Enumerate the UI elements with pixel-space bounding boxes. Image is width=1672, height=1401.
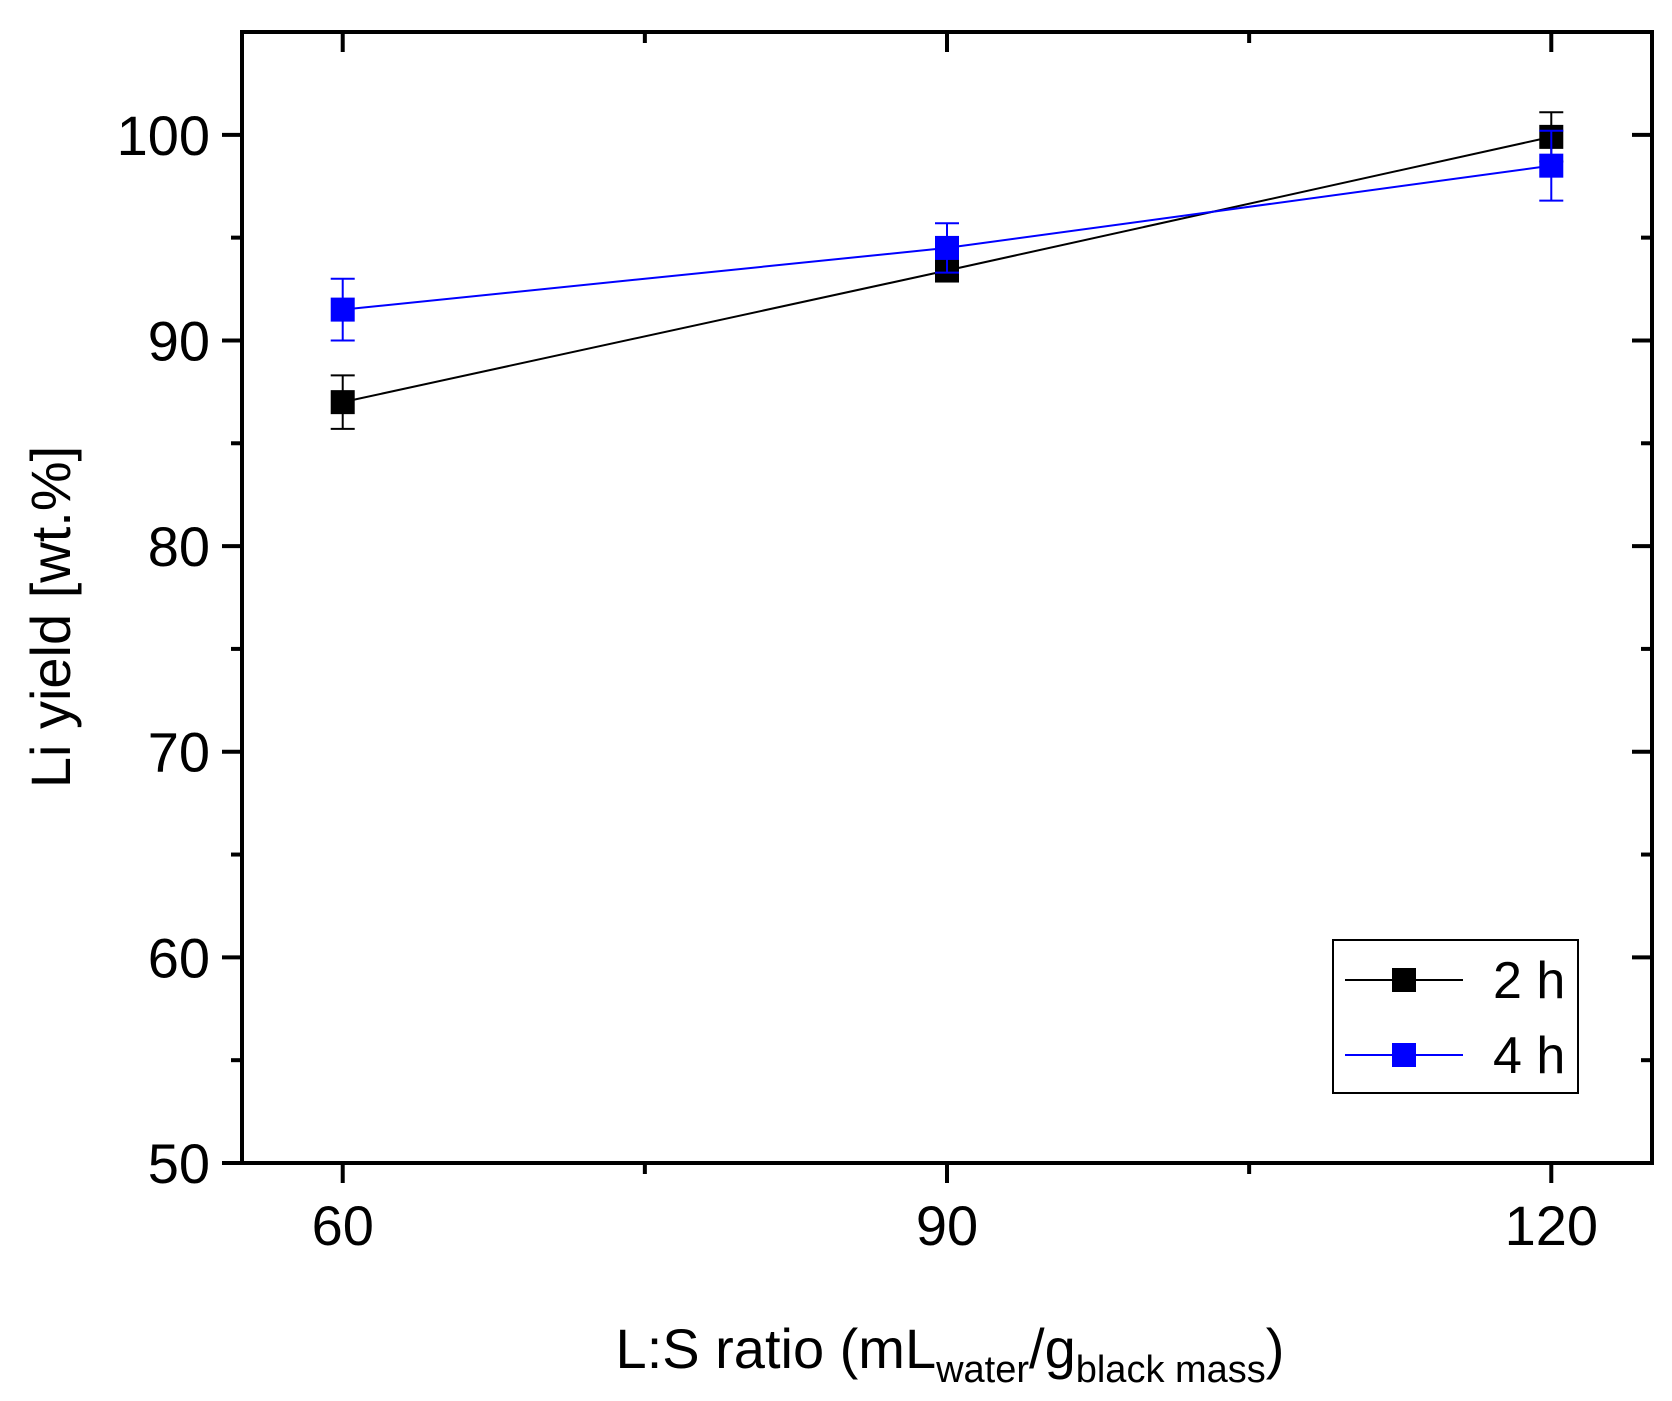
x-axis-title-main: L:S ratio (mL <box>616 1317 937 1380</box>
x-axis-ticks: 60 90 120 <box>312 32 1598 1257</box>
x-axis-title-sub2: black mass <box>1076 1349 1266 1391</box>
legend: 2 h4 h <box>1332 939 1579 1094</box>
y-tick-label: 90 <box>148 309 210 372</box>
data-series <box>330 111 1564 430</box>
y-tick-label: 70 <box>148 721 210 784</box>
x-tick-label: 60 <box>312 1194 374 1257</box>
x-axis-title: L:S ratio (mLwater/gblack mass) <box>616 1317 1285 1391</box>
y-tick-label: 100 <box>117 104 210 167</box>
x-tick-label: 90 <box>916 1194 978 1257</box>
data-point-2h <box>330 390 355 415</box>
y-axis-title: Li yield [wt.%] <box>19 446 82 788</box>
x-axis-title-mid: /g <box>1029 1317 1076 1380</box>
y-axis-ticks: 50 60 70 80 90 100 <box>117 104 1652 1195</box>
y-tick-label: 60 <box>148 926 210 989</box>
y-tick-label: 80 <box>148 515 210 578</box>
data-point-4h <box>330 297 355 322</box>
y-tick-label: 50 <box>148 1132 210 1195</box>
legend-label-4h: 4 h <box>1493 1027 1565 1085</box>
data-point-4h <box>1539 153 1564 178</box>
x-axis-title-end: ) <box>1266 1317 1285 1380</box>
series-4h <box>330 129 1564 342</box>
x-axis-title-sub1: water <box>935 1349 1029 1391</box>
legend-box <box>1332 939 1579 1094</box>
legend-marker-4h <box>1392 1043 1416 1067</box>
legend-marker-2h <box>1392 968 1416 992</box>
legend-label-2h: 2 h <box>1493 952 1565 1010</box>
x-tick-label: 120 <box>1505 1194 1598 1257</box>
data-point-4h <box>935 235 959 260</box>
